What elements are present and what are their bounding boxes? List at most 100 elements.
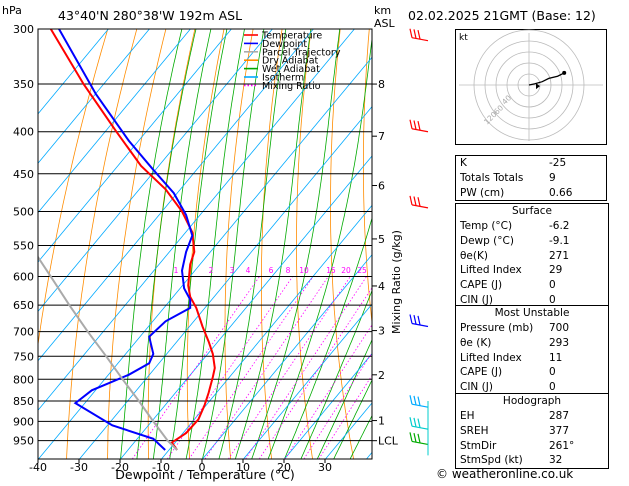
- km-tick-label: 6: [378, 180, 385, 193]
- diagram-grid: [38, 29, 372, 459]
- series-dewpoint: [58, 29, 194, 451]
- isotherm: [243, 303, 372, 459]
- isotherm: [38, 29, 232, 263]
- hodograph-stat-label: StmDir: [460, 439, 497, 452]
- pressure-tick-label: 950: [13, 435, 34, 448]
- wind-barb-flag: [413, 315, 417, 325]
- x-tick-label: -10: [152, 461, 170, 474]
- hodograph-stat-row: EH 287: [456, 409, 608, 424]
- pressure-tick-label: 850: [13, 395, 34, 408]
- surface-value: 29: [549, 264, 563, 277]
- mixing-ratio-label: 15: [326, 266, 336, 275]
- wind-barb-flag: [409, 119, 413, 129]
- legend-label: Dry Adiabat: [262, 56, 319, 67]
- surface-value: 0: [549, 279, 556, 292]
- wind-barb-staff: [411, 204, 429, 209]
- hodograph-line: [528, 72, 565, 86]
- index-value: 9: [549, 171, 556, 184]
- wind-barb-staff: [411, 128, 429, 133]
- mixing-ratio-line: [166, 276, 293, 459]
- most-unstable-label: CIN (J): [460, 381, 493, 394]
- most-unstable-label: Lifted Index: [460, 351, 522, 364]
- pressure-tick-label: 900: [13, 415, 34, 428]
- isotherm: [79, 105, 372, 459]
- pressure-tick-label: 300: [13, 23, 34, 36]
- wind-barb-staff: [411, 37, 429, 42]
- hodograph-kt-label: kt: [459, 33, 468, 43]
- wind-barb-flag: [413, 395, 417, 406]
- wind-barb-flag: [417, 418, 421, 428]
- mixing-ratio-label: 8: [286, 266, 291, 275]
- index-value: -25: [549, 157, 567, 169]
- x-axis-title: Dewpoint / Temperature (°C): [115, 467, 294, 482]
- mixing-ratio-label: 4: [246, 266, 251, 275]
- hodograph-end-marker: [562, 70, 567, 75]
- mixing-ratio-label: 6: [269, 266, 274, 275]
- mixing-ratio-line: [228, 276, 351, 459]
- surface-value: -9.1: [549, 234, 570, 247]
- isotherm: [38, 29, 314, 362]
- x-tick-label: 20: [277, 461, 291, 474]
- surface-label: θe(K): [460, 249, 488, 262]
- hpa-label: hPa: [2, 4, 22, 17]
- index-label: Totals Totals: [460, 171, 524, 184]
- isotherm: [38, 29, 191, 214]
- wind-barbs: [409, 28, 429, 456]
- legend-label: Mixing Ratio: [262, 81, 321, 92]
- most-unstable-label: CAPE (J): [460, 366, 503, 379]
- sounding-series: [38, 29, 216, 451]
- x-tick-label: -30: [70, 461, 88, 474]
- hodograph-stat-value: 287: [549, 410, 570, 422]
- surface-row: CAPE (J) 0: [456, 278, 608, 293]
- surface-label: Dewp (°C): [460, 234, 514, 247]
- surface-row: Dewp (°C) -9.1: [456, 234, 608, 249]
- most-unstable-value: 700: [549, 322, 570, 334]
- pressure-tick-label: 650: [13, 299, 34, 312]
- isotherm: [161, 204, 372, 459]
- index-row: Totals Totals 9: [456, 171, 606, 186]
- wind-barb-flag: [409, 195, 413, 205]
- surface-row: Lifted Index 29: [456, 263, 608, 278]
- hodograph-stat-label: StmSpd (kt): [460, 454, 523, 467]
- km-label: km: [374, 4, 391, 17]
- pressure-tick-label: 700: [13, 326, 34, 339]
- x-tick-label: 0: [199, 461, 206, 474]
- surface-value: 0: [549, 293, 556, 306]
- x-tick-label: -40: [29, 461, 47, 474]
- axes: 3003504004505005506006507007508008509009…: [13, 23, 399, 474]
- mixing-ratio-line: [258, 287, 372, 459]
- pressure-tick-label: 750: [13, 350, 34, 363]
- hodograph-trace: [528, 70, 567, 90]
- surface-value: -6.2: [549, 220, 570, 232]
- most-unstable-title: Most Unstable: [494, 307, 570, 319]
- wind-barb-staff: [411, 322, 429, 328]
- series-parcel-trajectory: [38, 255, 178, 451]
- wet-adiabat: [218, 29, 287, 459]
- hodograph-stat-label: EH: [460, 410, 475, 422]
- mixing-ratio-label: 2: [209, 266, 214, 275]
- indices-panel: K -25 Totals Totals 9 PW (cm) 0.66: [455, 155, 607, 202]
- hodograph-stat-label: SREH: [460, 424, 489, 437]
- index-label: PW (cm): [460, 186, 505, 199]
- x-tick-label: -20: [111, 461, 129, 474]
- wind-barb-flag: [413, 417, 417, 428]
- isotherm: [38, 56, 372, 459]
- wind-barb-flag: [413, 120, 417, 130]
- surface-label: Lifted Index: [460, 264, 522, 277]
- most-unstable-panel: Most Unstable Pressure (mb) 700 θe (K) 293 L…: [455, 305, 609, 396]
- most-unstable-value: 0: [549, 366, 556, 379]
- most-unstable-label: Pressure (mb): [460, 322, 534, 334]
- wet-adiabat: [300, 289, 372, 459]
- isotherm: [38, 29, 355, 411]
- hodograph-stat-value: 32: [549, 454, 563, 467]
- surface-row: Temp (°C) -6.2: [456, 219, 608, 234]
- km-tick-label: 4: [378, 280, 385, 293]
- wind-barb-flag: [409, 395, 413, 405]
- wind-barb-flag: [413, 196, 417, 206]
- footer-credit: © weatheronline.co.uk: [436, 467, 574, 481]
- most-unstable-value: 11: [549, 351, 563, 364]
- wind-barb-flag: [413, 432, 417, 443]
- hodograph-stat-value: 377: [549, 424, 570, 437]
